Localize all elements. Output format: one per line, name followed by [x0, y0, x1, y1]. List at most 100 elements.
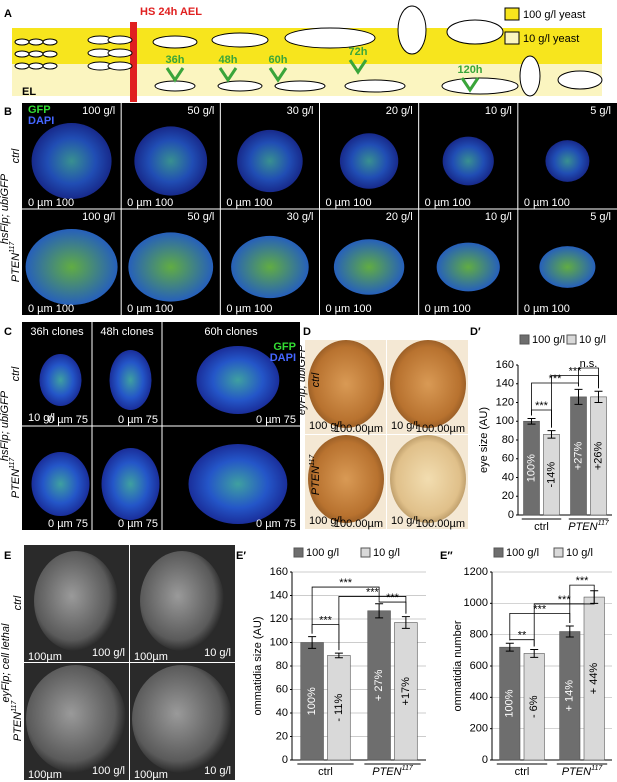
row-label: PTEN117: [309, 454, 322, 496]
y-tick-label: 400: [470, 691, 488, 703]
scale-label: 0 µm 100: [524, 303, 570, 315]
error-bar: [574, 388, 583, 405]
y-tick-label: 40: [502, 471, 514, 483]
scale-label: 0 µm 100: [425, 197, 471, 209]
y-tick-label: 60: [276, 683, 288, 695]
genotype-label: eyFlp; cell lethal: [0, 623, 12, 702]
scale-label: 0 µm 75: [118, 518, 158, 530]
sig-label: ***: [558, 594, 572, 606]
y-axis-label: eye size (AU): [478, 407, 490, 473]
legend-label: 10 g/l yeast: [523, 33, 579, 45]
row-label: ctrl: [12, 595, 24, 610]
label-main: ctrl: [12, 595, 24, 610]
error-bar: [565, 625, 574, 638]
y-tick-label: 140: [496, 378, 514, 390]
label-main: ctrl: [515, 766, 530, 778]
disc-image: [339, 133, 399, 189]
disc-image: [231, 235, 309, 299]
panel-label: E′: [236, 550, 246, 562]
adult: [557, 70, 603, 90]
egg-larva: [28, 38, 44, 46]
y-tick-label: 0: [282, 754, 288, 766]
disc-image: [539, 246, 596, 288]
diet-label: 100 g/l: [309, 515, 342, 527]
label-sup: 117: [11, 700, 18, 712]
scale-label: 0 µm 100: [127, 197, 173, 209]
time-label: 120h: [457, 64, 482, 76]
legend-label: 100 g/l: [532, 334, 565, 346]
clone-image: [101, 448, 160, 520]
value-label: 100%: [306, 687, 318, 715]
stain-label: GFP: [28, 104, 51, 116]
y-tick-label: 600: [470, 660, 488, 672]
disc-image: [545, 140, 590, 182]
y-tick-label: 100: [270, 636, 288, 648]
value-label: 100%: [525, 454, 537, 482]
row-label: ctrl: [10, 148, 22, 163]
panel-label: B: [4, 106, 12, 118]
label-main: PTEN: [562, 766, 591, 778]
y-tick-label: 200: [470, 723, 488, 735]
category-label: ctrl: [318, 766, 333, 778]
larva: [284, 27, 376, 49]
concentration-label: 5 g/l: [590, 105, 611, 117]
y-tick-label: 120: [496, 396, 514, 408]
y-tick-label: 160: [496, 359, 514, 371]
scale-label: 0 µm 100: [524, 197, 570, 209]
diet-label: 100 g/l: [92, 765, 125, 777]
y-tick-label: 160: [270, 566, 288, 578]
legend-label: 100 g/l: [306, 547, 339, 559]
egg-larva: [14, 50, 30, 58]
label-sup: 117: [9, 241, 16, 253]
sig-bracket: [378, 600, 407, 614]
scale-label: 0 µm 100: [127, 303, 173, 315]
scale-label: 0 µm 75: [118, 414, 158, 426]
label-sup: 117: [591, 765, 603, 772]
row-label: ctrl: [10, 366, 22, 381]
egg-larva: [14, 38, 30, 46]
y-tick-label: 60: [502, 453, 514, 465]
y-tick-label: 1000: [464, 597, 488, 609]
value-label: - 6%: [528, 695, 540, 718]
larva: [441, 77, 519, 95]
y-tick-label: 80: [276, 660, 288, 672]
clone-image: [188, 444, 288, 524]
diet-label: 10 g/l: [391, 420, 418, 432]
clone-image: [109, 350, 152, 410]
sem-image: [26, 665, 126, 773]
clone-image: [39, 354, 82, 406]
legend-label: 100 g/l yeast: [523, 9, 585, 21]
label-sup: 117: [9, 457, 16, 469]
clone-image: [31, 452, 90, 516]
error-bar: [530, 649, 539, 658]
y-tick-label: 40: [276, 707, 288, 719]
value-label: + 14%: [564, 680, 576, 712]
scale-label: 100.00µm: [416, 423, 465, 435]
clone-label: 60h clones: [204, 326, 258, 338]
row-label: PTEN117: [9, 241, 22, 283]
category-label: PTEN117: [568, 520, 610, 533]
concentration-label: 20 g/l: [386, 211, 413, 223]
scale-label: 100µm: [28, 651, 62, 663]
concentration-label: 50 g/l: [187, 105, 214, 117]
pupa: [397, 5, 427, 55]
stain-label: DAPI: [28, 115, 54, 127]
concentration-label: 100 g/l: [82, 211, 115, 223]
clone-image: [196, 346, 280, 414]
concentration-label: 100 g/l: [82, 105, 115, 117]
sig-label: n.s.: [580, 358, 598, 370]
value-label: 100%: [504, 689, 516, 717]
category-label: ctrl: [515, 766, 530, 778]
larva: [274, 80, 326, 92]
value-label: +27%: [572, 442, 584, 471]
label-main: PTEN: [10, 469, 22, 498]
error-bar: [594, 390, 603, 403]
sig-bracket: [311, 586, 380, 634]
value-label: - 11%: [333, 694, 345, 722]
stain-label: GFP: [273, 341, 296, 353]
scale-label: 0 µm 75: [256, 414, 296, 426]
time-label: 48h: [219, 54, 238, 66]
label-main: PTEN: [10, 253, 22, 282]
sig-label: ***: [533, 603, 547, 615]
y-tick-label: 80: [502, 434, 514, 446]
